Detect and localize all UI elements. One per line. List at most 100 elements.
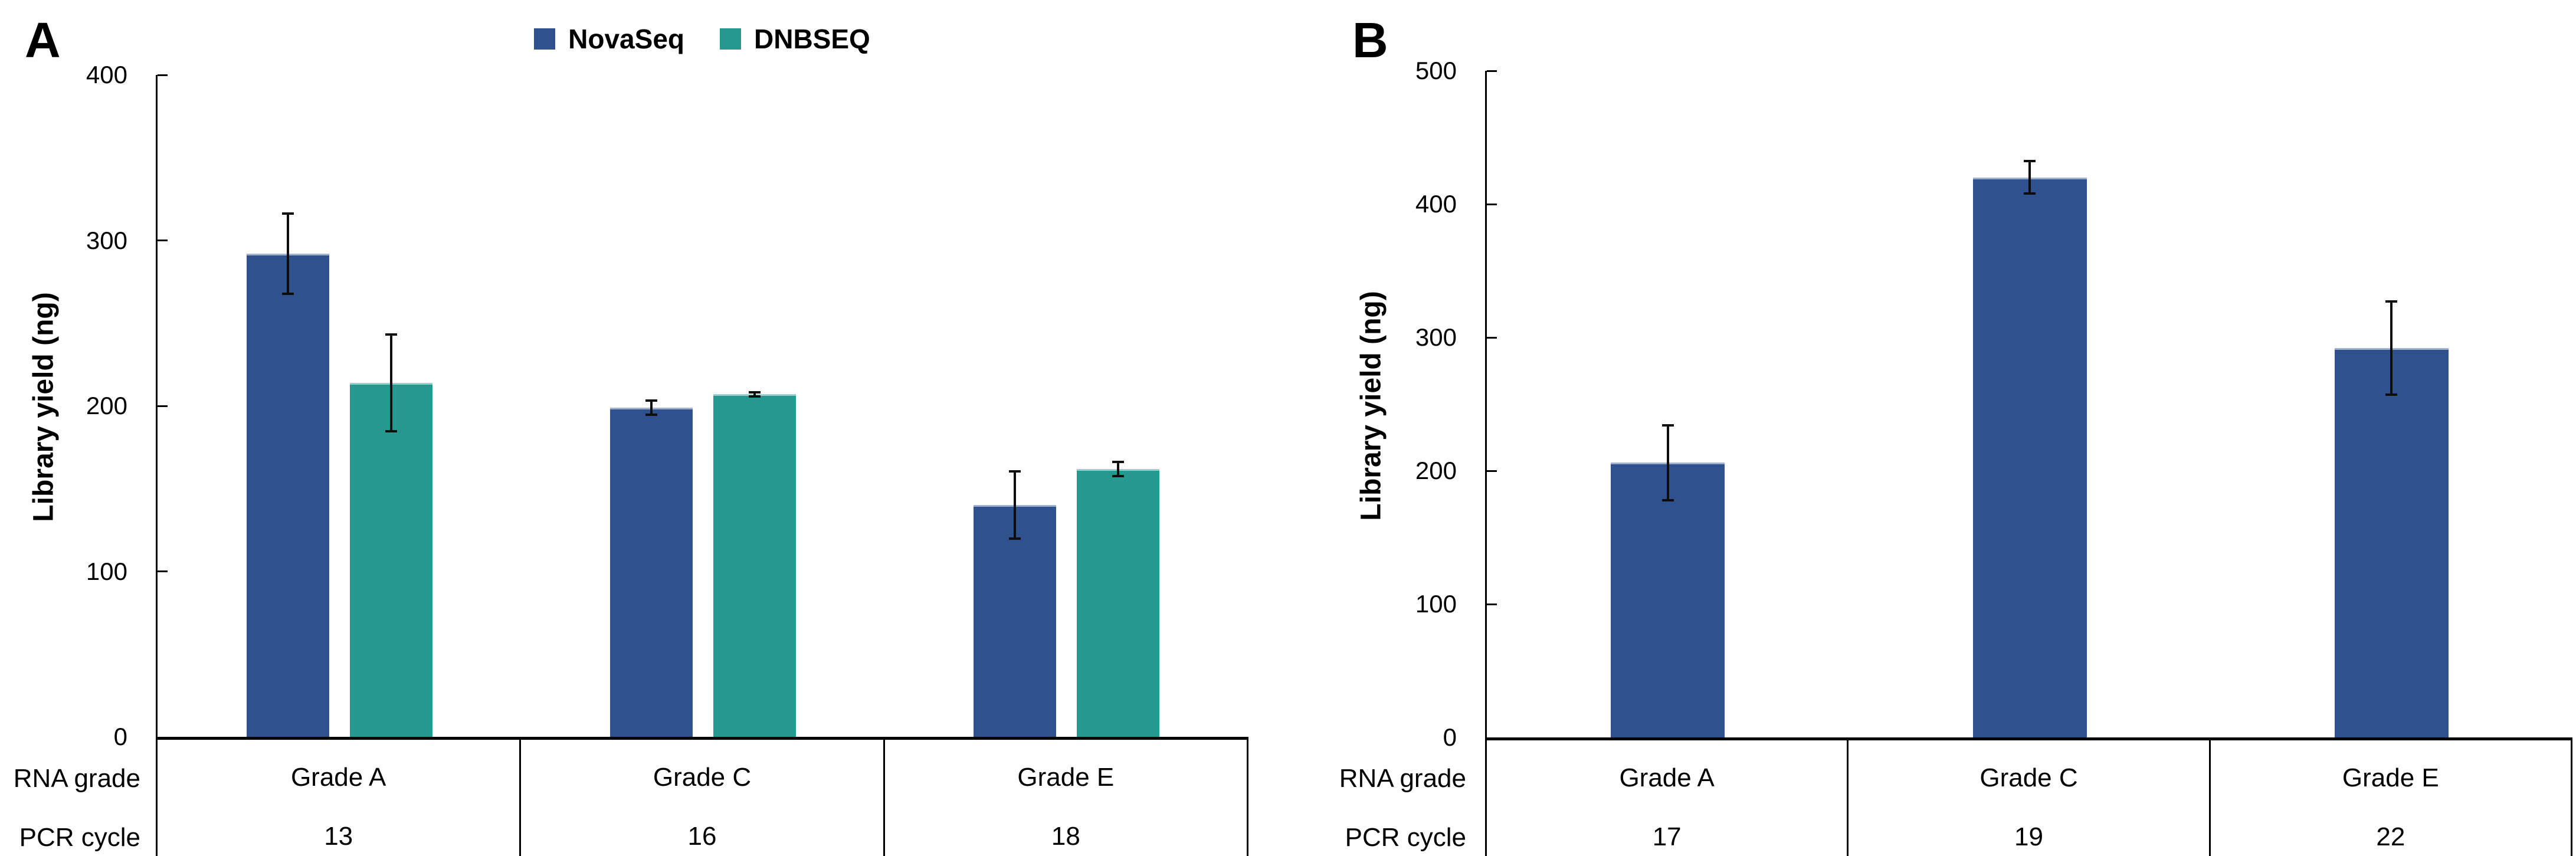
error-bar-cap-top [749, 391, 761, 393]
error-bar-cap-top [1112, 460, 1125, 463]
panel-a-error-bar-dnbseq-grade-e [1112, 460, 1125, 477]
panel-a-bar-dnbseq-grade-c [713, 394, 796, 737]
panel-a-table-cell-grade-e: Grade E 18 [883, 740, 1248, 856]
panel-a-pcr-cycle-value: 13 [324, 822, 353, 851]
error-bar-cap-bottom [2385, 393, 2398, 396]
panel-b-y-tick-100 [1487, 603, 1497, 605]
legend-swatch-icon-novaseq [534, 28, 556, 50]
error-bar-cap-bottom [645, 413, 657, 416]
panel-b-table-cell-grade-e: Grade E 22 [2208, 740, 2572, 856]
panel-a-y-tick-300 [158, 240, 168, 241]
panel-b-y-tick-label-100: 100 [1415, 590, 1457, 618]
panel-a-bar-novaseq-grade-e [974, 505, 1057, 737]
panel-b-error-bar-novaseq-grade-e [2385, 300, 2398, 396]
error-bar-line [2390, 300, 2393, 396]
panel-b-y-tick-400 [1487, 203, 1497, 205]
panel-b-y-tick-label-300: 300 [1415, 323, 1457, 351]
legend-label-dnbseq: DNBSEQ [754, 24, 870, 54]
panel-b-rna-grade-row-label: RNA grade [1339, 764, 1466, 793]
panel-a-error-bar-novaseq-grade-c [645, 399, 657, 416]
panel-a-y-tick-200 [158, 405, 168, 407]
panel-b-y-tick-500 [1487, 70, 1497, 72]
panel-b-error-bar-novaseq-grade-a [1661, 424, 1674, 501]
error-bar-cap-top [645, 399, 657, 402]
panel-b-y-tick-label-500: 500 [1415, 57, 1457, 84]
error-bar-cap-bottom [1661, 498, 1674, 501]
panel-b-pcr-cycle-row-label: PCR cycle [1345, 823, 1466, 852]
panel-a-error-bar-dnbseq-grade-c [749, 391, 761, 398]
panel-b-grade-value: Grade E [2342, 763, 2439, 792]
error-bar-cap-top [2024, 160, 2036, 163]
panel-b-error-bar-novaseq-grade-c [2024, 160, 2036, 195]
error-bar-cap-bottom [1009, 537, 1021, 540]
panel-a-grade-value: Grade E [1017, 763, 1115, 792]
panel-a-pcr-cycle-value: 18 [1051, 822, 1080, 851]
panel-b-y-tick-300 [1487, 336, 1497, 339]
panel-a-pcr-cycle-value: 16 [687, 822, 717, 851]
panel-a-grade-value: Grade C [653, 763, 752, 792]
panel-a-rna-grade-row-label: RNA grade [13, 764, 140, 793]
panel-b-grade-value: Grade A [1619, 763, 1715, 792]
panel-a-y-tick-label-300: 300 [86, 226, 127, 254]
panel-a-pcr-cycle-row-label: PCR cycle [19, 823, 140, 852]
panel-b-category-table: Grade A 17 Grade C 19 Grade E 22 [1485, 740, 2572, 856]
panel-a-bar-dnbseq-grade-a [349, 382, 432, 737]
error-bar-line [1014, 470, 1017, 540]
panel-b-y-tick-200 [1487, 470, 1497, 472]
error-bar-cap-top [1009, 470, 1021, 473]
error-bar-cap-bottom [385, 429, 397, 432]
error-bar-cap-bottom [1112, 474, 1125, 477]
error-bar-cap-top [281, 212, 294, 215]
panel-b-letter: B [1352, 12, 1388, 68]
panel-a-table-cell-grade-a: Grade A 13 [156, 740, 519, 856]
legend-label-novaseq: NovaSeq [568, 24, 685, 54]
panel-b-table-cell-grade-c: Grade C 19 [1847, 740, 2208, 856]
error-bar-line [1117, 460, 1120, 477]
panel-b-table-cell-grade-a: Grade A 17 [1485, 740, 1847, 856]
error-bar-cap-bottom [281, 293, 294, 296]
panel-a-error-bar-novaseq-grade-e [1009, 470, 1021, 540]
error-bar-line [1666, 424, 1669, 501]
panel-a-y-tick-400 [158, 74, 168, 76]
error-bar-cap-bottom [2024, 192, 2036, 195]
panel-b-bar-novaseq-grade-e [2334, 348, 2449, 737]
error-bar-line [650, 399, 653, 416]
panel-a-y-tick-label-400: 400 [86, 61, 127, 88]
legend-item-novaseq: NovaSeq [534, 25, 684, 53]
panel-a-bar-novaseq-grade-c [610, 407, 693, 737]
panel-a-bar-dnbseq-grade-e [1077, 468, 1160, 737]
panel-a-y-tick-label-200: 200 [86, 392, 127, 419]
panel-a-y-tick-label-0: 0 [113, 723, 127, 750]
panel-b-y-tick-label-400: 400 [1415, 190, 1457, 218]
panel-a-letter: A [25, 12, 61, 68]
error-bar-cap-top [2385, 300, 2398, 303]
panel-b-plot-area [1485, 70, 2572, 740]
panel-b-y-tick-label-0: 0 [1443, 723, 1457, 751]
legend-item-dnbseq: DNBSEQ [720, 25, 870, 53]
error-bar-cap-top [385, 333, 397, 336]
legend: NovaSeq DNBSEQ [156, 25, 1248, 53]
panel-a-y-tick-100 [158, 570, 168, 572]
panel-b-y-tick-label-200: 200 [1415, 457, 1457, 484]
error-bar-line [753, 391, 756, 398]
panel-a-bar-novaseq-grade-a [246, 253, 329, 737]
panel-a-y-tick-label-100: 100 [86, 557, 127, 585]
panel-a-error-bar-dnbseq-grade-a [385, 333, 397, 432]
panel-b-bar-novaseq-grade-c [1972, 177, 2087, 737]
panel-b-pcr-cycle-value: 19 [2014, 822, 2043, 851]
error-bar-line [286, 212, 289, 296]
panel-b-pcr-cycle-value: 17 [1652, 822, 1682, 851]
panel-a-plot-area [156, 74, 1248, 740]
panel-a-error-bar-novaseq-grade-a [281, 212, 294, 296]
panel-a-category-table: Grade A 13 Grade C 16 Grade E 18 [156, 740, 1248, 856]
error-bar-line [2028, 160, 2031, 195]
legend-swatch-icon-dnbseq [720, 28, 742, 50]
error-bar-line [389, 333, 392, 432]
panel-b-bar-novaseq-grade-a [1611, 463, 1725, 737]
panel-b-pcr-cycle-value: 22 [2376, 822, 2405, 851]
panel-a-table-cell-grade-c: Grade C 16 [519, 740, 883, 856]
panel-b-grade-value: Grade C [1979, 763, 2078, 792]
error-bar-cap-bottom [749, 395, 761, 398]
panel-a-grade-value: Grade A [290, 763, 386, 792]
error-bar-cap-top [1661, 424, 1674, 427]
